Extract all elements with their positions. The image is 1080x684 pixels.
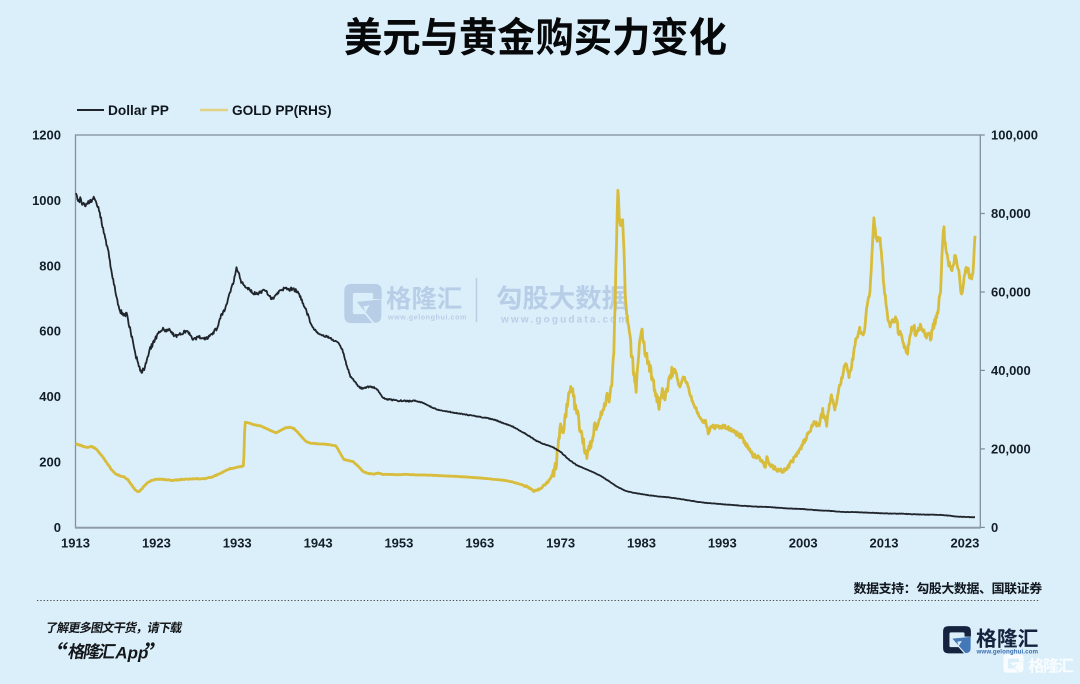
svg-text:www.gelonghui.com: www.gelonghui.com	[976, 649, 1039, 656]
svg-text:600: 600	[39, 324, 61, 339]
svg-text:2003: 2003	[789, 536, 818, 551]
svg-text:60,000: 60,000	[991, 285, 1031, 300]
svg-text:2023: 2023	[950, 536, 979, 551]
svg-text:1933: 1933	[223, 536, 252, 551]
svg-text:40,000: 40,000	[991, 363, 1031, 378]
svg-text:1963: 1963	[465, 536, 494, 551]
svg-text:1943: 1943	[304, 536, 333, 551]
svg-text:2013: 2013	[870, 536, 899, 551]
svg-text:0: 0	[54, 520, 61, 535]
svg-text:100,000: 100,000	[991, 128, 1038, 143]
svg-text:1200: 1200	[32, 128, 61, 143]
svg-text:800: 800	[39, 258, 61, 273]
svg-text:www.gelonghui.com: www.gelonghui.com	[387, 313, 467, 322]
svg-text:App: App	[114, 643, 148, 662]
svg-text:1913: 1913	[61, 536, 90, 551]
svg-text:1973: 1973	[546, 536, 575, 551]
svg-text:400: 400	[39, 389, 61, 404]
svg-text:1000: 1000	[32, 193, 61, 208]
svg-text:0: 0	[991, 520, 998, 535]
svg-text:200: 200	[39, 455, 61, 470]
svg-text:GOLD PP(RHS): GOLD PP(RHS)	[232, 103, 332, 118]
svg-text:www.gogudata.com: www.gogudata.com	[500, 315, 629, 326]
svg-text:1983: 1983	[627, 536, 656, 551]
svg-text:Dollar PP: Dollar PP	[108, 103, 169, 118]
svg-text:80,000: 80,000	[991, 206, 1031, 221]
svg-text:1953: 1953	[384, 536, 413, 551]
svg-text:1923: 1923	[142, 536, 171, 551]
svg-text:20,000: 20,000	[991, 441, 1031, 456]
svg-text:1993: 1993	[708, 536, 737, 551]
